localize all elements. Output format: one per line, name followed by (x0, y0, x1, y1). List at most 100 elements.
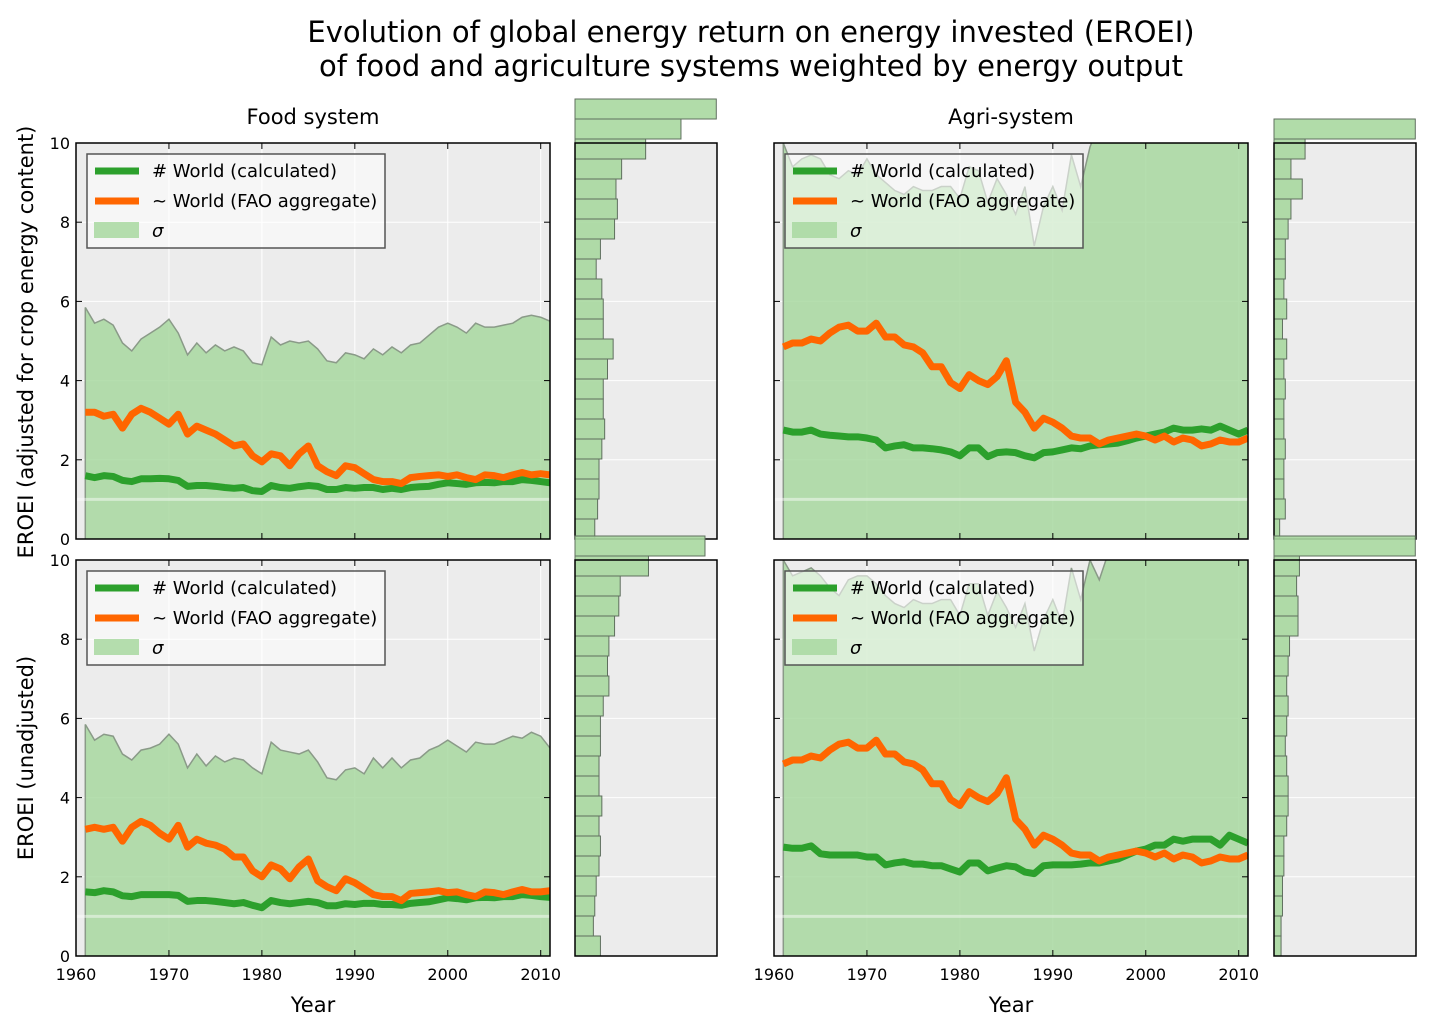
legend-label: σ (850, 638, 862, 659)
histogram-bar (574, 218, 616, 240)
x-axis-label-food: Year (290, 993, 336, 1017)
histogram-bar (1273, 478, 1285, 500)
sigma-edge-line (84, 306, 550, 366)
y-tick-label: 8 (60, 630, 70, 649)
y-tick-label: 4 (60, 789, 70, 808)
histogram-bar (574, 755, 600, 777)
histogram-bar (574, 775, 600, 797)
legend-label: ~ World (FAO aggregate) (152, 191, 377, 212)
histogram-bar (1273, 815, 1288, 837)
plot-area (76, 723, 550, 956)
histogram-bar (574, 338, 614, 360)
series-line-calculated (782, 831, 1248, 878)
histogram-bar (574, 895, 596, 917)
x-tick-label: 1990 (1032, 965, 1073, 984)
y-axis-label-adjusted: EROEI (adjusted for crop energy content) (14, 126, 38, 559)
histogram-bar (574, 715, 601, 737)
histogram-bar (574, 655, 608, 677)
panels: 0 2 4 6 8 10 # World (calculated) ~ World (FAO … (50, 98, 1417, 984)
histogram-bar (1273, 138, 1306, 160)
histogram-bar (1273, 855, 1285, 877)
y-tick-label: 2 (60, 451, 70, 470)
histogram-bar (574, 535, 706, 557)
plot-frame (75, 142, 551, 540)
histogram-bar (1273, 218, 1289, 240)
legend-label: # World (calculated) (850, 578, 1035, 599)
histogram-bar (1273, 458, 1285, 480)
histogram-bar (574, 318, 604, 340)
plot-frame (773, 142, 1249, 540)
legend-label: # World (calculated) (152, 578, 337, 599)
histogram-bar (1273, 595, 1299, 617)
y-tick-label: 0 (60, 530, 70, 549)
histogram-food_unadjusted (574, 535, 718, 957)
sigma-edge-line (84, 723, 550, 781)
legend-label: σ (152, 638, 164, 659)
histogram-bar (1273, 735, 1286, 757)
y-tick-label: 10 (50, 551, 70, 570)
histogram-bar (1273, 935, 1282, 957)
x-tick-label: 1960 (56, 965, 97, 984)
x-tick-label: 1970 (149, 965, 190, 984)
series-line-calculated (84, 472, 550, 495)
histogram-bar (574, 875, 597, 897)
histogram-bar (574, 855, 600, 877)
histogram-frame (1273, 559, 1417, 957)
x-tick-label: 1980 (242, 965, 283, 984)
legend-swatch-sigma (792, 222, 837, 238)
histogram-bar (1273, 635, 1291, 657)
histogram-bar (1273, 198, 1292, 220)
column-title-agri: Agri-system (948, 105, 1074, 129)
histogram-bar (574, 675, 610, 697)
histogram-bar (1273, 655, 1289, 677)
histogram-bar (1273, 575, 1298, 597)
panel-food_adjusted: 0 2 4 6 8 10 # World (calculated) ~ World (FAO … (50, 134, 551, 549)
legend-label: ~ World (FAO aggregate) (850, 608, 1075, 629)
legend-label: ~ World (FAO aggregate) (850, 191, 1075, 212)
x-tick-label: 1990 (334, 965, 375, 984)
legend-swatch-sigma (94, 222, 139, 238)
histogram-bar (574, 118, 682, 140)
x-tick-label: 2010 (520, 965, 561, 984)
histogram-bar (574, 458, 600, 480)
histogram-bar (574, 735, 601, 757)
histogram-bar (1273, 755, 1288, 777)
histogram-bar (1273, 418, 1285, 440)
histogram-bar (574, 815, 600, 837)
histogram-bar (574, 795, 603, 817)
histogram-bar (1273, 438, 1286, 460)
histogram-bar (574, 238, 601, 260)
histogram-bar (1273, 178, 1303, 200)
histogram-bar (574, 635, 610, 657)
histogram-bar (1273, 298, 1288, 320)
histogram-bar (574, 158, 623, 180)
series-line-calculated (782, 422, 1248, 462)
legend-label: # World (calculated) (152, 161, 337, 182)
histogram-bar (1273, 715, 1288, 737)
y-tick-label: 4 (60, 372, 70, 391)
histogram-bar (1273, 775, 1289, 797)
histogram-bar (574, 378, 604, 400)
series-line-fao (781, 736, 1248, 867)
histogram-bar (1273, 258, 1286, 280)
histogram-bar (574, 258, 597, 280)
legend-swatch-sigma (792, 639, 837, 655)
legend-label: ~ World (FAO aggregate) (152, 608, 377, 629)
histogram-bar (574, 615, 616, 637)
plot-area (76, 306, 550, 539)
histogram-bar (1273, 158, 1292, 180)
x-tick-label: 1960 (754, 965, 795, 984)
histogram-bar (1273, 675, 1288, 697)
sigma-band (85, 307, 550, 539)
histogram-bar (1273, 398, 1285, 420)
histogram-bar (574, 555, 649, 577)
chart-title-line1: Evolution of global energy return on ene… (307, 15, 1194, 49)
legend-label: σ (152, 221, 164, 242)
series-line-fao (85, 404, 550, 488)
histogram-bar (574, 198, 618, 220)
histogram-food_adjusted (574, 98, 718, 540)
histogram-bar (1273, 238, 1286, 260)
histogram-bar (1273, 895, 1283, 917)
histogram-bar (574, 358, 608, 380)
histogram-bar (1273, 498, 1286, 520)
